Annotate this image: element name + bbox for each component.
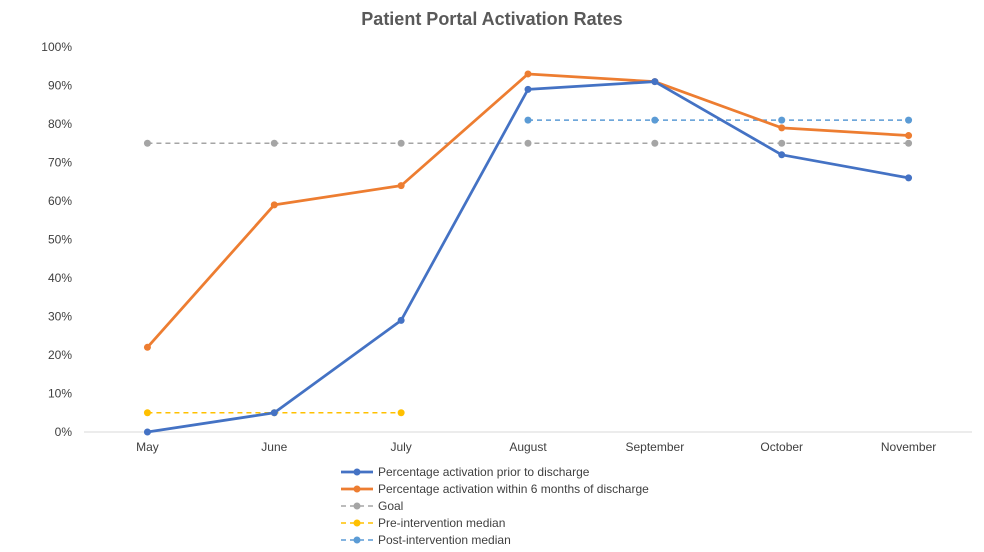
data-point — [524, 85, 532, 93]
data-point — [651, 116, 659, 124]
x-tick-label: September — [626, 440, 685, 454]
data-point — [651, 78, 659, 86]
data-point — [524, 139, 532, 147]
series-post-intervention-median — [524, 116, 913, 124]
legend-item: Percentage activation within 6 months of… — [341, 482, 649, 496]
legend-marker — [353, 502, 361, 510]
y-tick-label: 10% — [48, 387, 72, 401]
legend-label: Percentage activation prior to discharge — [378, 465, 590, 479]
legend-marker — [353, 468, 361, 476]
series-line — [146, 72, 909, 349]
data-point — [905, 174, 913, 182]
y-tick-label: 30% — [48, 310, 72, 324]
legend-marker — [353, 519, 361, 527]
y-tick-label: 0% — [55, 425, 73, 439]
series-goal — [143, 139, 913, 147]
x-tick-label: October — [760, 440, 803, 454]
x-tick-label: June — [261, 440, 287, 454]
legend-marker — [353, 485, 361, 493]
legend-label: Post-intervention median — [378, 533, 511, 547]
y-tick-label: 60% — [48, 194, 72, 208]
data-point — [143, 409, 151, 417]
data-point — [524, 70, 532, 78]
data-point — [905, 139, 913, 147]
x-axis: May June July August September October Novembe… — [84, 431, 972, 454]
series-layer — [143, 70, 913, 436]
data-point — [778, 151, 786, 159]
legend-item: Percentage activation prior to discharge — [341, 465, 590, 479]
data-point — [778, 139, 786, 147]
y-tick-label: 90% — [48, 79, 72, 93]
data-point — [397, 409, 405, 417]
data-point — [143, 428, 151, 436]
y-tick-label: 70% — [48, 156, 72, 170]
data-point — [270, 409, 278, 417]
data-point — [778, 124, 786, 132]
chart-title: Patient Portal Activation Rates — [361, 9, 622, 29]
y-axis-ticks: 0% 10% 20% 30% 40% 50% 60% 70% 80% 90% 100% — [41, 40, 72, 439]
y-tick-label: 40% — [48, 271, 72, 285]
legend-item: Goal — [341, 499, 403, 513]
data-point — [905, 116, 913, 124]
data-point — [270, 201, 278, 209]
data-point — [778, 116, 786, 124]
data-point — [143, 343, 151, 351]
y-tick-label: 80% — [48, 117, 72, 131]
data-point — [143, 139, 151, 147]
series-percentage-activation-within-6-months-of-discharge — [143, 70, 913, 351]
y-tick-label: 50% — [48, 233, 72, 247]
series-line — [147, 80, 909, 434]
y-tick-label: 100% — [41, 40, 72, 54]
x-tick-label: May — [136, 440, 159, 454]
data-point — [651, 139, 659, 147]
legend-label: Pre-intervention median — [378, 516, 505, 530]
legend: Percentage activation prior to discharge… — [341, 465, 649, 547]
data-point — [397, 182, 405, 190]
data-point — [905, 132, 913, 140]
x-tick-label: November — [881, 440, 936, 454]
data-point — [397, 139, 405, 147]
data-point — [397, 316, 405, 324]
legend-label: Goal — [378, 499, 403, 513]
x-tick-label: July — [390, 440, 411, 454]
series-percentage-activation-prior-to-discharge — [143, 78, 913, 436]
x-tick-label: August — [509, 440, 547, 454]
legend-label: Percentage activation within 6 months of… — [378, 482, 649, 496]
data-point — [270, 139, 278, 147]
legend-marker — [353, 536, 361, 544]
y-tick-label: 20% — [48, 348, 72, 362]
legend-item: Pre-intervention median — [341, 516, 505, 530]
data-point — [524, 116, 532, 124]
legend-item: Post-intervention median — [341, 533, 511, 547]
